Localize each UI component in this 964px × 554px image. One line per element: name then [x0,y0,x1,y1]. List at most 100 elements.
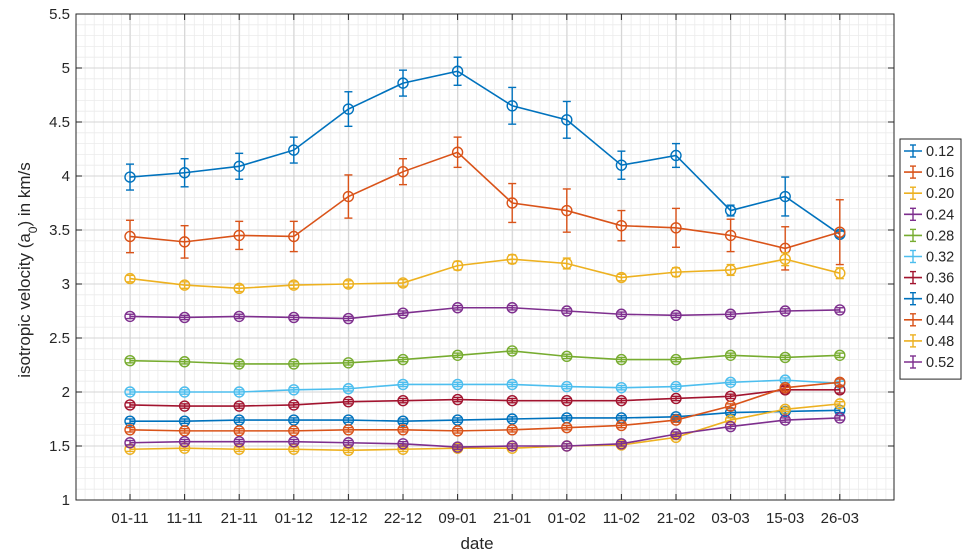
data-point [124,272,136,285]
data-point [397,77,409,89]
data-point [506,100,518,112]
x-tick-label: 01-12 [275,510,313,527]
data-point [451,259,464,272]
legend-label: 0.32 [926,250,954,266]
legend-label: 0.24 [926,207,954,223]
data-point [834,226,846,238]
data-point [342,424,355,436]
y-tick-label: 2 [62,384,70,401]
legend-item: 0.40 [904,292,954,308]
data-point [233,310,245,323]
data-point [178,356,191,368]
data-point [233,425,245,437]
legend-item: 0.32 [904,250,954,266]
data-point [397,165,409,178]
data-point [615,271,628,284]
data-point [342,190,355,203]
data-point [451,302,464,314]
data-point [342,357,355,369]
legend-box [899,138,962,380]
y-tick-label: 1 [62,492,70,509]
data-point [124,230,136,243]
data-point [615,159,628,171]
data-point [451,414,464,426]
series-line [129,381,840,432]
legend-item: 0.12 [904,144,954,160]
y-tick-label: 5 [62,60,70,77]
data-point [288,358,300,370]
series-0.44 [124,376,846,437]
series-0.12 [124,56,846,241]
data-point [506,394,518,407]
data-point [397,277,409,289]
data-point [124,386,136,398]
legend-label: 0.16 [926,165,954,181]
series-line [129,306,840,320]
data-point [288,384,300,396]
x-tick-label: 09-01 [438,510,476,527]
x-tick-label: 11-02 [603,510,640,527]
data-point [561,380,573,393]
data-point [670,392,682,405]
data-point [561,114,573,126]
y-axis-title-subscript: 0 [26,226,40,233]
data-point [288,435,300,448]
legend-item: 0.36 [904,271,954,287]
data-point [397,378,409,391]
data-point [506,302,518,314]
series-line [129,417,840,448]
data-point [178,167,191,179]
data-point [724,420,737,433]
legend-label: 0.48 [926,334,954,350]
data-point [397,415,409,427]
series-line [129,151,841,250]
data-point [451,393,464,406]
legend-label: 0.36 [926,271,954,287]
data-point [233,229,245,242]
data-point [124,354,136,367]
series-line [129,403,840,452]
y-tick-label: 2.5 [49,330,70,347]
series-0.24 [124,302,846,325]
data-point [779,403,791,415]
data-point [342,278,355,290]
data-point [506,378,518,391]
data-point [178,435,191,448]
x-tick-label: 26-03 [821,510,859,527]
data-point [178,236,191,248]
data-point [178,279,191,291]
legend-label: 0.40 [926,292,954,308]
data-point [724,349,737,361]
data-point [615,219,628,232]
data-point [233,358,245,370]
data-point [288,311,300,324]
y-axis-title-tail: ) in km/s [15,162,34,226]
data-point [506,424,518,436]
data-point [779,414,791,426]
x-tick-label: 12-12 [329,510,367,527]
data-point [561,305,573,317]
data-point [724,308,737,320]
legend-label: 0.44 [926,313,954,329]
data-point [506,253,518,265]
data-point [506,413,518,425]
series-line [129,258,840,290]
data-point [561,440,573,452]
series-0.20 [124,251,846,295]
data-point [615,394,628,407]
data-point [178,311,191,324]
data-point [178,386,191,398]
y-tick-label: 4 [62,168,70,185]
data-point [288,230,300,243]
data-point [124,171,136,183]
x-tick-label: 11-11 [167,510,203,527]
legend-label: 0.28 [926,228,954,244]
data-point [724,400,737,412]
legend-item: 0.44 [904,313,954,329]
legend-item: 0.24 [904,207,954,223]
data-point [506,345,518,357]
y-tick-label: 3.5 [49,222,70,239]
data-point [397,438,409,450]
x-tick-label: 22-12 [384,510,422,527]
